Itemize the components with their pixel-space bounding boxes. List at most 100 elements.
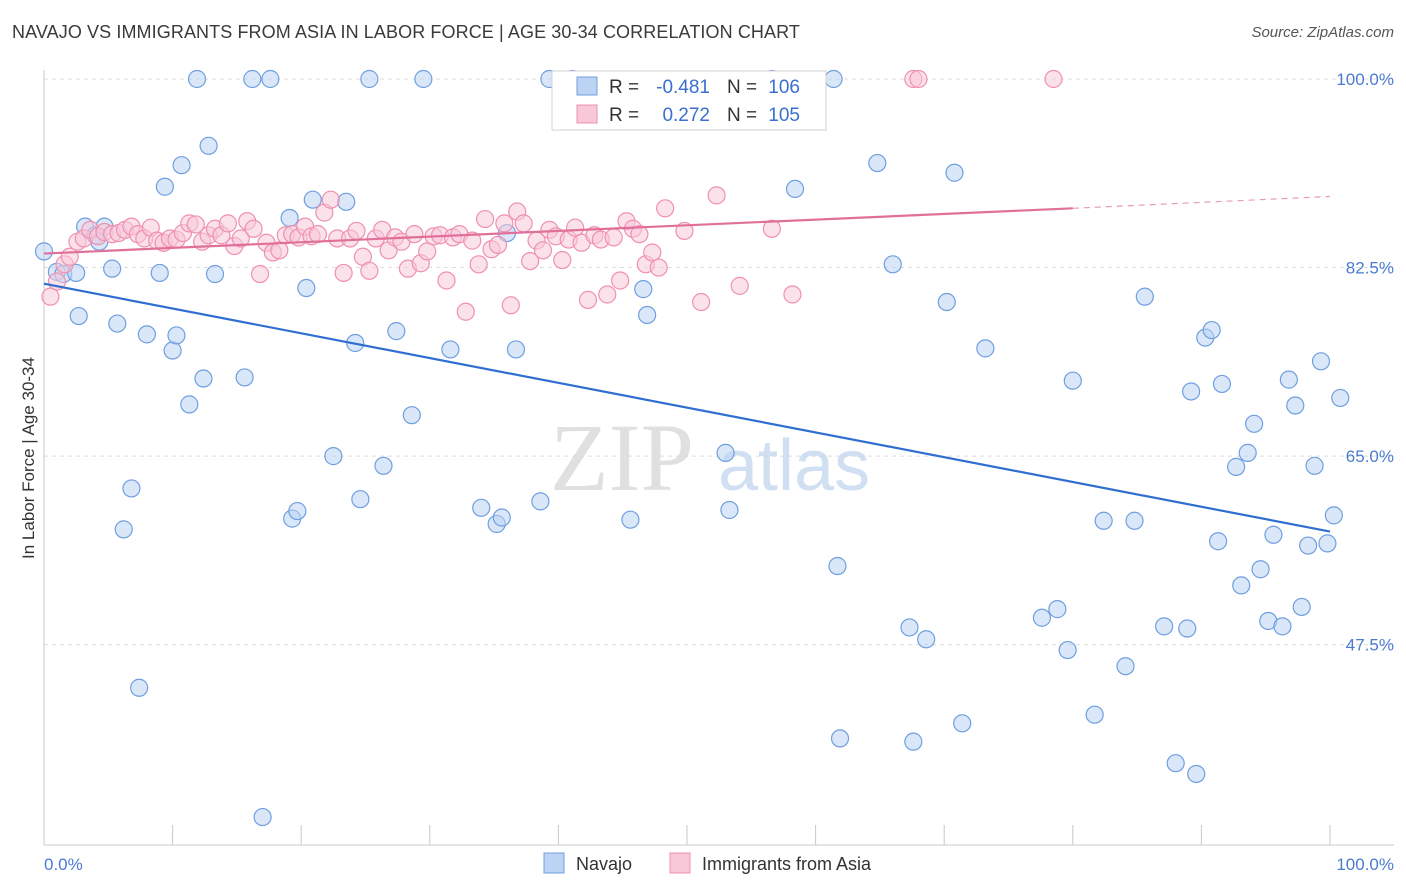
legend-r-value: -0.481 xyxy=(656,77,710,98)
asia-point xyxy=(231,229,250,248)
navajo-point xyxy=(634,280,653,299)
asia-point xyxy=(643,243,662,262)
asia-point xyxy=(578,290,598,309)
navajo-point xyxy=(1058,640,1077,660)
navajo-point xyxy=(1085,705,1104,724)
asia-point xyxy=(783,285,802,304)
navajo-point xyxy=(1227,457,1246,476)
asia-point xyxy=(270,241,289,260)
legend-r-label: R = xyxy=(609,77,639,98)
navajo-point xyxy=(1202,320,1221,340)
navajo-point xyxy=(1182,382,1201,401)
legend-series-name: Immigrants from Asia xyxy=(702,854,872,874)
navajo-point xyxy=(387,322,406,341)
navajo-point xyxy=(917,630,936,649)
navajo-point xyxy=(1232,576,1251,595)
navajo-point xyxy=(194,369,213,388)
navajo-point xyxy=(621,510,640,529)
navajo-point xyxy=(1286,396,1305,415)
legend-swatch xyxy=(543,852,565,874)
navajo-point xyxy=(1251,560,1270,579)
navajo-point xyxy=(303,190,322,209)
navajo-point xyxy=(1187,764,1206,784)
navajo-point xyxy=(167,326,186,345)
navajo-point xyxy=(150,263,169,283)
asia-point xyxy=(730,276,749,295)
navajo-point xyxy=(1094,511,1113,530)
navajo-point xyxy=(1063,371,1082,390)
watermark-atlas: atlas xyxy=(718,426,870,506)
asia-point xyxy=(909,69,928,89)
navajo-point xyxy=(824,69,843,89)
legend-swatch xyxy=(669,852,691,874)
navajo-point xyxy=(945,163,964,182)
chart-title: NAVAJO VS IMMIGRANTS FROM ASIA IN LABOR … xyxy=(12,22,800,42)
navajo-point xyxy=(414,69,433,89)
legend-n-label: N = xyxy=(727,77,757,98)
asia-point xyxy=(630,225,649,244)
navajo-point xyxy=(137,325,156,344)
navajo-point xyxy=(235,368,254,387)
asia-point xyxy=(250,264,270,284)
asia-point xyxy=(418,242,437,261)
navajo-point xyxy=(34,242,54,261)
x-ticks xyxy=(43,825,1331,845)
asia-trend-extension xyxy=(1072,195,1331,209)
navajo-point xyxy=(187,69,207,89)
navajo-point xyxy=(1155,617,1174,636)
asia-point xyxy=(321,190,340,209)
navajo-point xyxy=(1178,619,1197,638)
asia-point xyxy=(308,225,328,244)
asia-point xyxy=(41,287,60,306)
navajo-point xyxy=(638,305,657,325)
asia-point xyxy=(501,296,520,315)
asia-point xyxy=(347,221,366,241)
trend-lines xyxy=(43,195,1331,533)
navajo-point xyxy=(172,156,191,175)
navajo-point xyxy=(114,520,133,539)
gridlines xyxy=(44,78,1394,646)
asia-point xyxy=(566,218,585,237)
navajo-point xyxy=(402,406,421,425)
asia-point xyxy=(475,209,495,229)
navajo-point xyxy=(1279,370,1298,389)
navajo-point xyxy=(531,492,550,511)
navajo-point xyxy=(163,341,182,360)
asia-point xyxy=(437,271,456,290)
navajo-point xyxy=(108,314,127,333)
asia-point xyxy=(675,221,694,241)
watermark-zip: ZIP xyxy=(550,404,694,511)
navajo-point xyxy=(351,490,370,509)
navajo-point xyxy=(1318,534,1337,553)
asia-point xyxy=(692,292,711,312)
navajo-point xyxy=(130,678,149,697)
navajo-point xyxy=(1048,600,1067,619)
y-tick-label: 100.0% xyxy=(1336,70,1394,89)
legend-series: Navajo Immigrants from Asia xyxy=(543,852,872,874)
navajo-point xyxy=(506,340,526,359)
legend-swatch xyxy=(576,76,598,96)
asia-point xyxy=(521,251,540,271)
navajo-point xyxy=(288,501,307,521)
navajo-point xyxy=(1135,287,1154,306)
asia-point xyxy=(456,302,475,321)
y-tick-label: 65.0% xyxy=(1346,447,1394,466)
x-tick-label: 100.0% xyxy=(1336,855,1394,874)
navajo-point xyxy=(1212,374,1232,394)
navajo-point xyxy=(374,456,393,475)
asia-point xyxy=(649,258,668,277)
navajo-point xyxy=(253,807,272,827)
navajo-point xyxy=(1125,511,1144,530)
legend-correlation: R = -0.481 N = 106 R = 0.272 N = 105 xyxy=(551,70,827,131)
asia-point xyxy=(469,255,488,274)
asia-point xyxy=(604,228,623,247)
y-tick-label: 82.5% xyxy=(1346,259,1394,278)
asia-point xyxy=(598,285,617,304)
navajo-point xyxy=(937,292,956,312)
legend-n-value: 106 xyxy=(768,77,800,98)
asia-point xyxy=(533,241,553,260)
navajo-point xyxy=(103,259,122,278)
legend-n-value: 105 xyxy=(768,105,800,126)
asia-point xyxy=(186,215,205,234)
